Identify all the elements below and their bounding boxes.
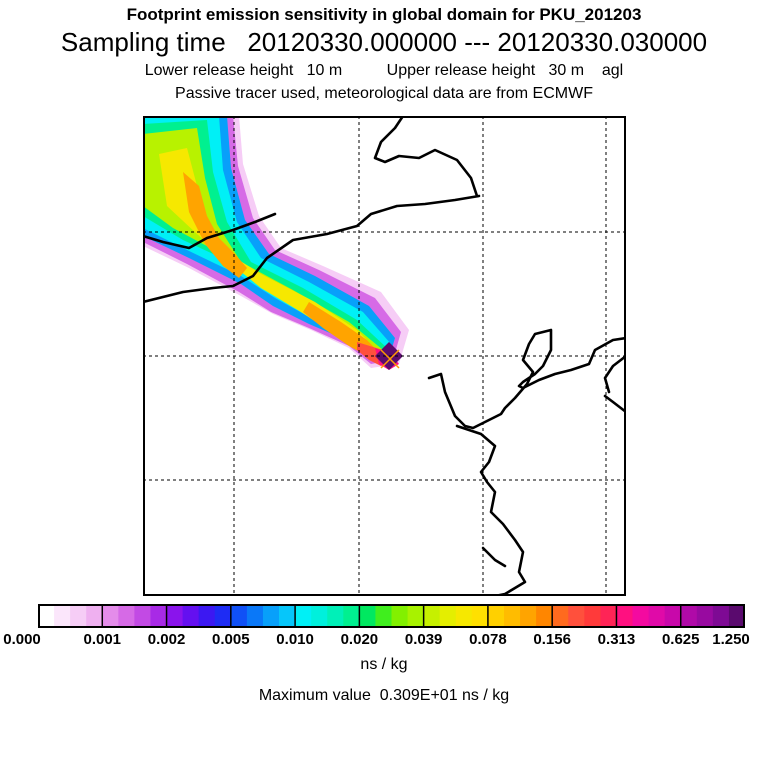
- colorbar-swatch: [343, 604, 360, 628]
- colorbar-swatch: [391, 604, 409, 628]
- coastlines: [143, 116, 626, 596]
- release-height-title: Lower release height 10 m Upper release …: [144, 62, 624, 79]
- colorbar-swatch: [648, 604, 666, 628]
- colorbar-swatch: [680, 604, 698, 628]
- footprint-plume: [143, 116, 409, 370]
- colorbar-tick-label: 0.313: [597, 631, 636, 648]
- colorbar-swatch: [246, 604, 264, 628]
- map-title: Footprint emission sensitivity in global…: [126, 5, 642, 24]
- colorbar-swatch: [54, 604, 71, 628]
- grid-lines: [143, 116, 626, 596]
- colorbar-swatch: [118, 604, 136, 628]
- maximum-value: Maximum value 0.309E+01 ns / kg: [258, 687, 510, 704]
- colorbar-swatch: [182, 604, 200, 628]
- colorbar-swatch: [600, 604, 618, 628]
- map-frame: [143, 116, 626, 596]
- colorbar-tick-label: 0.020: [340, 631, 379, 648]
- colorbar-swatch: [423, 604, 441, 628]
- tracer-info-title: Passive tracer used, meteorological data…: [175, 85, 593, 102]
- colorbar-swatch: [375, 604, 393, 628]
- colorbar-swatch: [102, 604, 119, 628]
- colorbar-swatch: [552, 604, 569, 628]
- colorbar-swatch: [632, 604, 650, 628]
- colorbar-tick-label: 0.156: [533, 631, 571, 648]
- colorbar-tick-label: 0.010: [276, 631, 314, 648]
- colorbar-swatch: [616, 604, 634, 628]
- colorbar-swatch: [198, 604, 216, 628]
- colorbar-tick-label: 1.250: [712, 631, 750, 648]
- colorbar-swatch: [696, 604, 714, 628]
- colorbar-tick-label: 0.078: [469, 631, 507, 648]
- colorbar-swatch: [166, 604, 184, 628]
- colorbar-swatch: [295, 604, 312, 628]
- colorbar-tick-label: 0.002: [147, 631, 186, 648]
- colorbar-swatch: [214, 604, 232, 628]
- colorbar-swatch: [262, 604, 280, 628]
- colorbar-swatch: [712, 604, 730, 628]
- colorbar-swatch: [584, 604, 601, 628]
- colorbar-tick-label: 0.000: [3, 631, 41, 648]
- colorbar-swatch: [487, 604, 505, 628]
- colorbar-swatch: [455, 604, 473, 628]
- colorbar-swatch: [520, 604, 537, 628]
- colorbar-swatch: [327, 604, 344, 628]
- colorbar-tick-label: 0.039: [404, 631, 443, 648]
- colorbar-swatch: [536, 604, 553, 628]
- colorbar-unit: ns / kg: [360, 656, 408, 673]
- colorbar-swatch: [150, 604, 168, 628]
- footprint-map: [143, 116, 626, 596]
- colorbar-swatch: [279, 604, 296, 628]
- sampling-time-title: Sampling time 20120330.000000 --- 201203…: [60, 27, 708, 57]
- colorbar: [38, 604, 745, 628]
- colorbar-swatch: [568, 604, 585, 628]
- colorbar-swatch: [471, 604, 489, 628]
- colorbar-swatch: [311, 604, 328, 628]
- colorbar-swatch: [439, 604, 457, 628]
- colorbar-tick-label: 0.005: [212, 631, 250, 648]
- colorbar-swatch: [407, 604, 425, 628]
- colorbar-swatch: [503, 604, 521, 628]
- colorbar-frame: [38, 604, 745, 628]
- colorbar-swatch: [359, 604, 377, 628]
- colorbar-swatch: [728, 604, 745, 628]
- colorbar-swatch: [134, 604, 152, 628]
- colorbar-swatch: [38, 604, 55, 628]
- colorbar-swatch: [664, 604, 682, 628]
- colorbar-swatch: [86, 604, 103, 628]
- colorbar-tick-label: 0.001: [83, 631, 122, 648]
- colorbar-swatch: [230, 604, 248, 628]
- colorbar-tick-label: 0.625: [661, 631, 700, 648]
- colorbar-swatch: [70, 604, 87, 628]
- release-point-marker: [380, 349, 400, 369]
